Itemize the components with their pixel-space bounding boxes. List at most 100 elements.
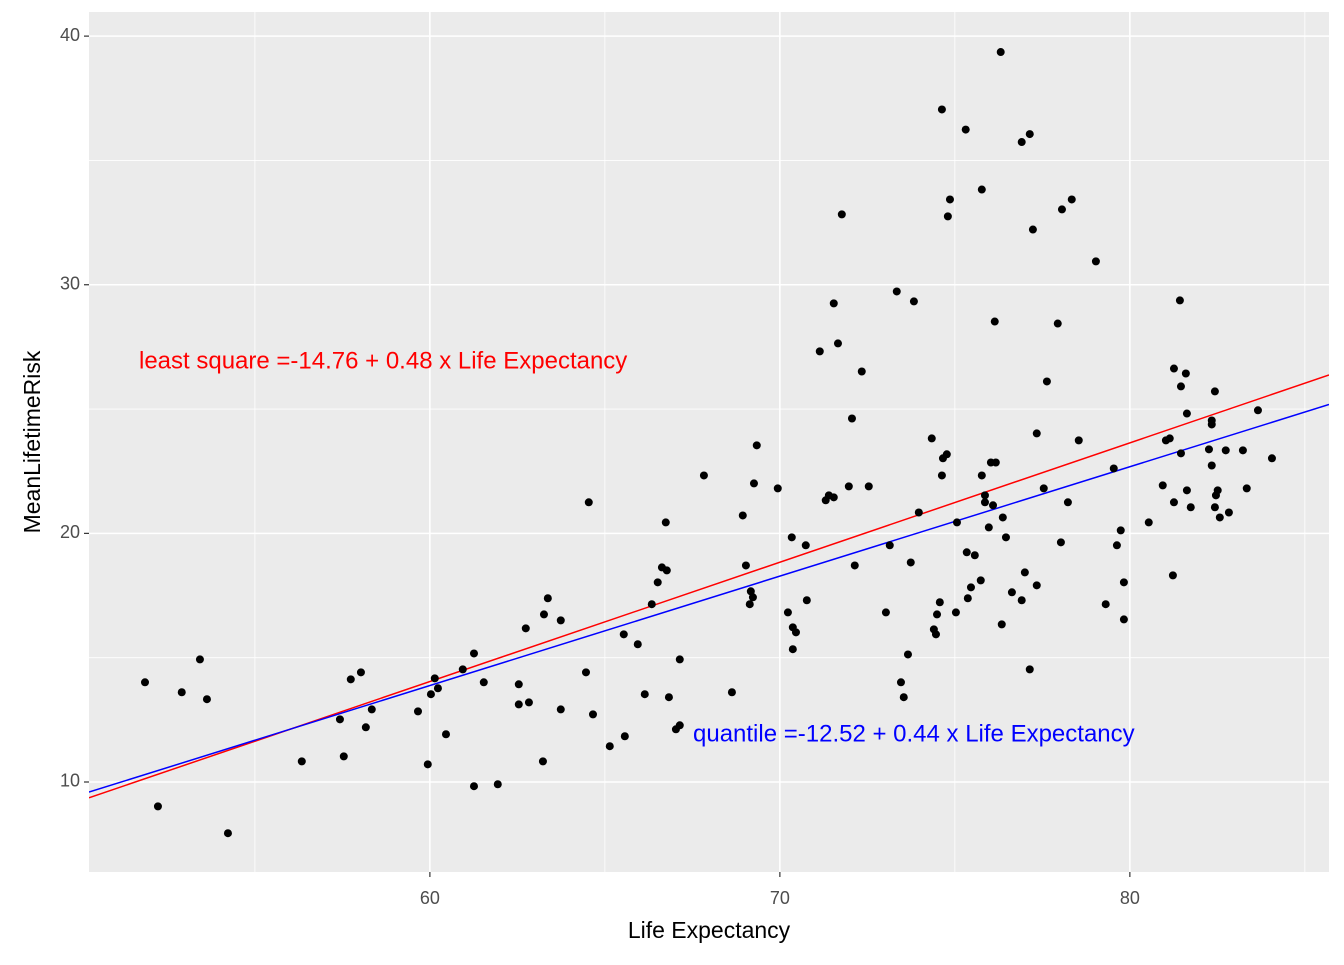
point [1215,513,1224,522]
point [1207,461,1216,470]
point [588,710,597,719]
point [423,760,432,769]
point [620,732,629,741]
point [524,698,533,707]
point [1165,434,1174,443]
point [556,616,565,625]
point [802,596,811,605]
point [896,678,905,687]
point [647,600,656,609]
point [1020,568,1029,577]
point [1112,541,1121,550]
point [847,414,856,423]
point [927,434,936,443]
point [335,715,344,724]
point [1253,406,1262,415]
point [1176,382,1185,391]
point [1025,130,1034,139]
y-tick-label: 40 [60,25,80,45]
point [745,600,754,609]
point [892,287,901,296]
point [801,541,810,550]
point [699,471,708,480]
point [1158,481,1167,490]
point [361,723,370,732]
point [951,608,960,617]
point [1007,588,1016,597]
point [864,482,873,491]
point [945,195,954,204]
panel [89,12,1329,872]
point [346,675,355,684]
y-tick-label: 10 [60,771,80,791]
point [469,782,478,791]
point [942,450,951,459]
point [619,630,628,639]
point [430,674,439,683]
point [1238,446,1247,455]
point [1207,420,1216,429]
point [297,757,306,766]
point [1119,615,1128,624]
point [543,594,552,603]
point [931,630,940,639]
point [1169,498,1178,507]
point [943,212,952,221]
point [976,576,985,585]
point [469,649,478,658]
point [662,566,671,575]
point [741,561,750,570]
point [664,693,673,702]
point [1017,596,1026,605]
point [521,624,530,633]
fit-lines [89,374,1329,799]
point [1042,377,1051,386]
point [1091,257,1100,266]
point [356,668,365,677]
point [1267,454,1276,463]
point [367,705,376,714]
point [998,513,1007,522]
point [906,558,915,567]
point [990,317,999,326]
point [1025,665,1034,674]
point [787,533,796,542]
point [850,561,859,570]
point [413,707,422,716]
points [140,48,1276,838]
point [980,498,989,507]
point [479,678,488,687]
point [1221,446,1230,455]
point [970,551,979,560]
y-tick-label: 20 [60,522,80,542]
point [1032,429,1041,438]
point [458,665,467,674]
point [1186,503,1195,512]
point [738,511,747,520]
point [989,501,998,510]
point [339,752,348,761]
point [581,668,590,677]
point [933,610,942,619]
point [749,479,758,488]
point [653,578,662,587]
point [899,693,908,702]
x-tick-label: 70 [770,888,790,908]
point [937,471,946,480]
point [1210,503,1219,512]
point [788,645,797,654]
point [202,695,211,704]
point [1063,498,1072,507]
point [829,493,838,502]
point [791,628,800,637]
point [881,608,890,617]
point [1074,436,1083,445]
fit-line [89,403,1329,793]
point [1056,538,1065,547]
point [935,598,944,607]
point [977,471,986,480]
point [1224,508,1233,517]
point [914,508,923,517]
point [1119,578,1128,587]
